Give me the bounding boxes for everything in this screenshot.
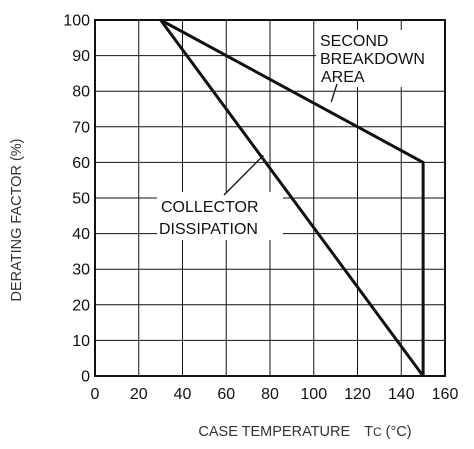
y-tick-label: 0 bbox=[81, 369, 90, 386]
y-axis-ticks: 0 10 20 30 40 50 60 70 80 90 100 bbox=[63, 13, 90, 386]
annotation-second-breakdown-line: AREA bbox=[321, 69, 365, 86]
x-tick-label: 60 bbox=[217, 386, 235, 403]
annotation-collector-line: DISSIPATION bbox=[159, 221, 258, 238]
y-tick-label: 10 bbox=[72, 333, 90, 350]
collector-dissipation-line bbox=[159, 19, 425, 377]
y-tick-label: 20 bbox=[72, 297, 90, 314]
x-axis-title: CASE TEMPERATURE TC (°C) bbox=[198, 424, 411, 440]
y-axis-title: DERATING FACTOR (%) bbox=[9, 139, 25, 302]
x-tick-label: 0 bbox=[91, 386, 100, 403]
annotation-second-breakdown-line: BREAKDOWN bbox=[320, 51, 425, 68]
y-tick-label: 80 bbox=[72, 84, 90, 101]
series-layer bbox=[159, 18, 425, 377]
annotation-second-breakdown-line: SECOND bbox=[320, 33, 388, 50]
plot-frame bbox=[94, 19, 446, 377]
x-tick-label: 160 bbox=[432, 386, 459, 403]
x-tick-label: 100 bbox=[300, 386, 327, 403]
y-tick-label: 60 bbox=[72, 155, 90, 172]
y-tick-label: 30 bbox=[72, 262, 90, 279]
annotation-collector-line: COLLECTOR bbox=[161, 199, 259, 216]
x-tick-label: 120 bbox=[344, 386, 371, 403]
y-tick-label: 50 bbox=[72, 191, 90, 208]
y-tick-label: 40 bbox=[72, 226, 90, 243]
x-axis-ticks: 0 20 40 60 80 100 120 140 160 bbox=[91, 386, 459, 403]
x-tick-label: 140 bbox=[388, 386, 415, 403]
annotation-leader-line bbox=[223, 154, 264, 196]
x-tick-label: 80 bbox=[261, 386, 279, 403]
x-tick-label: 40 bbox=[174, 386, 192, 403]
y-tick-label: 90 bbox=[72, 48, 90, 65]
x-axis-unit-symbol: T bbox=[364, 424, 373, 440]
annotation-backdrop bbox=[316, 30, 446, 87]
annotation-leader-line bbox=[330, 83, 338, 103]
x-axis-unit-subscript: C bbox=[373, 425, 382, 439]
y-tick-label: 70 bbox=[72, 119, 90, 136]
y-tick-label: 100 bbox=[63, 13, 90, 30]
x-axis-title-text: CASE TEMPERATURE bbox=[198, 424, 350, 440]
x-axis-unit: (°C) bbox=[386, 424, 412, 440]
x-tick-label: 20 bbox=[130, 386, 148, 403]
second-breakdown-line bbox=[159, 18, 425, 376]
annotation-backdrop bbox=[157, 192, 283, 240]
